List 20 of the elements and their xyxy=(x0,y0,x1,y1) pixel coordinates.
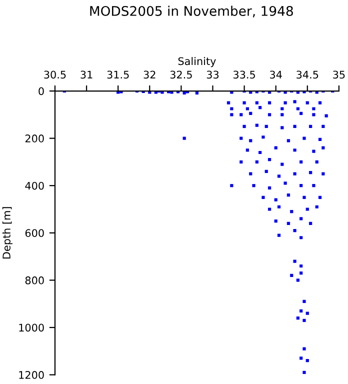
x-tick-label: 34 xyxy=(270,70,282,79)
y-tick-label: 400 xyxy=(25,182,44,190)
y-axis-title: Depth [m] xyxy=(2,207,12,259)
y-tick-label: 0 xyxy=(38,87,44,96)
x-tick-label: 32 xyxy=(144,70,156,79)
x-tick-label: 30.5 xyxy=(44,70,66,79)
chart-title: MODS2005 in November, 1948 xyxy=(90,6,293,18)
x-tick-label: 35 xyxy=(333,70,345,79)
x-tick-label: 31.5 xyxy=(107,70,129,79)
x-tick-label: 34.5 xyxy=(296,70,318,79)
y-tick-label: 1200 xyxy=(19,371,44,379)
y-tick-label: 1000 xyxy=(19,324,44,332)
x-tick-label: 33.5 xyxy=(233,70,255,79)
y-tick-label: 800 xyxy=(25,276,44,284)
y-tick-label: 200 xyxy=(25,134,44,142)
y-tick-label: 600 xyxy=(25,229,44,237)
x-tick-label: 33 xyxy=(206,70,219,79)
x-tick-label: 31 xyxy=(80,70,92,79)
x-tick-label: 32.5 xyxy=(170,70,192,79)
x-axis-title: Salinity xyxy=(178,57,216,68)
